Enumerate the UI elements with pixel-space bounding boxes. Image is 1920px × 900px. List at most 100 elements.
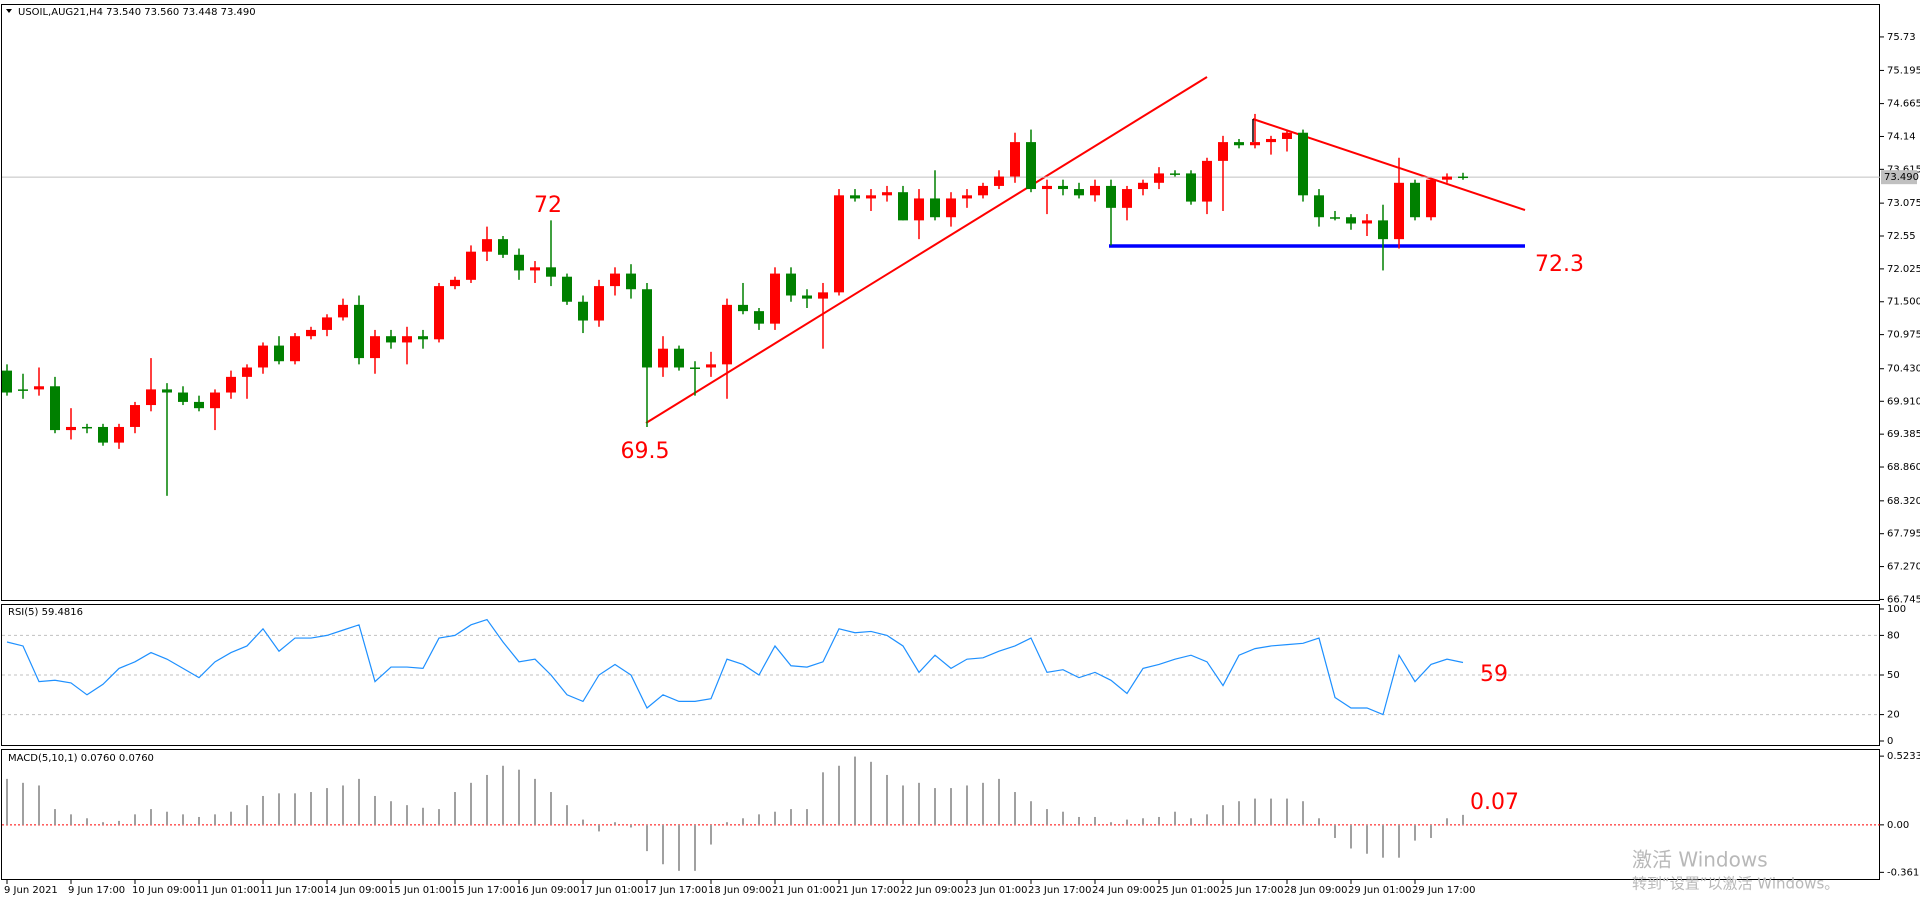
y-tick-label: 73.615: [1887, 164, 1920, 175]
x-tick-label: 10 Jun 09:00: [132, 885, 196, 896]
y-tick-label: 67.270: [1887, 562, 1920, 573]
candle-body: [1074, 189, 1084, 196]
y-tick-label: 69.385: [1887, 429, 1920, 440]
candle-body: [754, 311, 764, 324]
main-title: USOIL,AUG21,H4 73.540 73.560 73.448 73.4…: [18, 7, 256, 18]
candle-body: [34, 386, 44, 390]
candle-body: [1202, 160, 1212, 202]
current-price-label: 73.490: [1884, 172, 1919, 183]
candle-body: [338, 304, 348, 318]
y-tick-label: 72.55: [1887, 231, 1916, 242]
x-tick-label: 23 Jun 01:00: [964, 885, 1028, 896]
candle-body: [818, 292, 828, 299]
candle-body: [450, 279, 460, 287]
candle-body: [1234, 142, 1244, 146]
x-tick-label: 28 Jun 09:00: [1284, 885, 1348, 896]
annotation: 69.5: [621, 439, 670, 464]
x-tick-label: 15 Jun 17:00: [452, 885, 516, 896]
trend-line: [645, 76, 1208, 424]
candle-body: [1250, 142, 1260, 146]
candle-body: [322, 317, 332, 330]
candle-body: [882, 192, 892, 196]
x-tick-label: 17 Jun 17:00: [644, 885, 708, 896]
candle-body: [530, 267, 540, 271]
candle-body: [1042, 185, 1052, 190]
candle-body: [514, 254, 524, 271]
candle-body: [962, 195, 972, 199]
x-tick-label: 25 Jun 01:00: [1156, 885, 1220, 896]
y-tick-label: 66.745: [1887, 594, 1920, 605]
macd-panel: [1, 749, 1880, 880]
candle-body: [690, 367, 700, 369]
candle-body: [770, 273, 780, 324]
candle-body: [674, 348, 684, 368]
candle-body: [66, 426, 76, 431]
candle-body: [642, 289, 652, 368]
x-tick-label: 22 Jun 09:00: [900, 885, 964, 896]
y-tick-label: 74.665: [1887, 99, 1920, 110]
candle-body: [50, 386, 60, 431]
candle-body: [978, 185, 988, 196]
x-tick-label: 9 Jun 2021: [4, 885, 58, 896]
y-tick-label: 70.430: [1887, 364, 1920, 375]
y-tick-label: 100: [1887, 604, 1906, 615]
menu-triangle: [6, 9, 12, 13]
candle-body: [1186, 173, 1196, 202]
macd-title: MACD(5,10,1) 0.0760 0.0760: [8, 753, 154, 764]
candle-body: [1266, 138, 1276, 143]
y-tick-label: 69.910: [1887, 396, 1920, 407]
watermark: 激活 Windows: [1632, 848, 1768, 872]
x-tick-label: 15 Jun 01:00: [388, 885, 452, 896]
y-tick-label: 68.320: [1887, 496, 1920, 507]
candle-body: [1394, 182, 1404, 240]
y-tick-label: 74.14: [1887, 131, 1916, 142]
x-tick-label: 29 Jun 01:00: [1348, 885, 1412, 896]
candle-body: [370, 336, 380, 359]
y-tick-label: 20: [1887, 710, 1900, 721]
x-tick-label: 21 Jun 01:00: [772, 885, 836, 896]
candle-body: [258, 345, 268, 368]
candle-body: [290, 336, 300, 362]
rsi-panel: [1, 604, 1880, 746]
candle-body: [1458, 176, 1468, 179]
y-tick-label: 72.025: [1887, 264, 1920, 275]
annotation: 0.07: [1470, 790, 1519, 815]
candle-body: [306, 329, 316, 337]
rsi-line: [6, 618, 1464, 716]
candle-body: [226, 376, 236, 393]
candle-body: [1058, 185, 1068, 190]
x-tick-label: 24 Jun 09:00: [1092, 885, 1156, 896]
candle-body: [418, 336, 428, 340]
candle-body: [482, 239, 492, 252]
current-price-box: [1881, 170, 1917, 185]
x-tick-label: 23 Jun 17:00: [1028, 885, 1092, 896]
candle-body: [146, 389, 156, 406]
y-tick-label: -0.3617: [1887, 867, 1920, 878]
candle-body: [562, 276, 572, 302]
candle-body: [914, 198, 924, 221]
x-tick-label: 18 Jun 09:00: [708, 885, 772, 896]
candle-body: [1090, 185, 1100, 196]
x-tick-label: 11 Jun 17:00: [260, 885, 324, 896]
candle-body: [658, 348, 668, 368]
y-tick-label: 71.500: [1887, 297, 1920, 308]
candle-body: [1170, 173, 1180, 175]
candle-body: [546, 267, 556, 277]
candle-body: [994, 176, 1004, 186]
candle-body: [1138, 182, 1148, 190]
candle-body: [434, 286, 444, 340]
candle-body: [1218, 142, 1228, 161]
candle-body: [114, 426, 124, 443]
candle-body: [738, 304, 748, 312]
candle-body: [1346, 217, 1356, 224]
y-tick-label: 50: [1887, 670, 1900, 681]
candle-body: [18, 389, 28, 391]
x-tick-label: 14 Jun 09:00: [324, 885, 388, 896]
candle-body: [98, 426, 108, 443]
candle-body: [498, 239, 508, 255]
y-tick-label: 73.075: [1887, 198, 1920, 209]
rsi-title: RSI(5) 59.4816: [8, 607, 83, 618]
candle-body: [1122, 189, 1132, 208]
y-tick-label: 67.795: [1887, 529, 1920, 540]
